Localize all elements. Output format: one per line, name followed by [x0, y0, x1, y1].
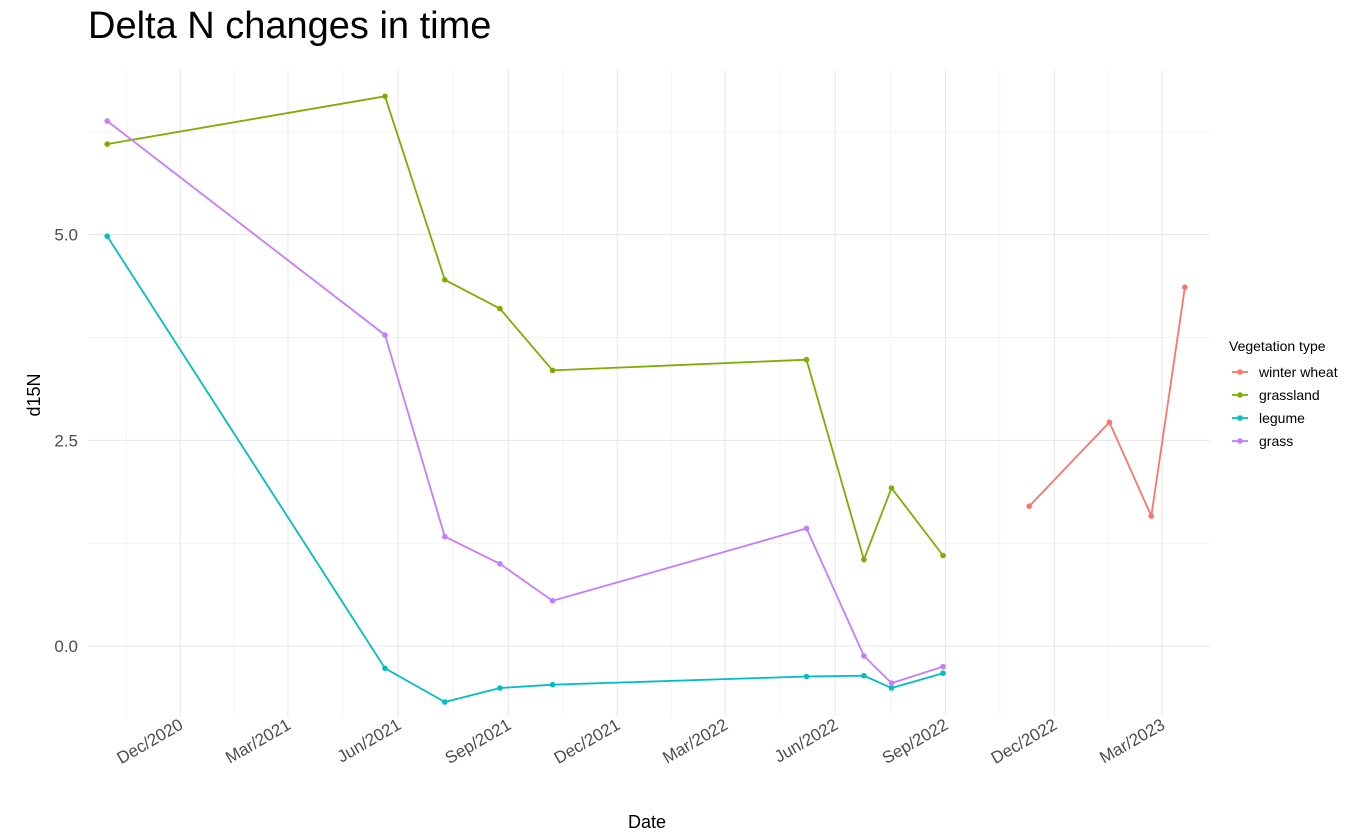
x-tick-label: Mar/2022	[659, 715, 731, 767]
x-tick-label: Mar/2021	[222, 715, 294, 767]
x-tick-label: Mar/2023	[1096, 715, 1168, 767]
x-tick-label: Sep/2022	[879, 715, 952, 768]
data-point	[497, 561, 503, 567]
legend-label: winter wheat	[1258, 364, 1338, 380]
data-point	[1182, 284, 1188, 291]
x-tick-label: Jun/2021	[334, 715, 404, 766]
data-point	[497, 685, 503, 691]
data-point	[382, 93, 388, 100]
legend-key-point	[1237, 415, 1243, 421]
legend-key-point	[1237, 392, 1243, 398]
data-point	[803, 673, 810, 680]
x-tick-label: Dec/2021	[551, 715, 624, 768]
series-grass	[104, 118, 946, 686]
data-point	[940, 663, 946, 670]
data-point	[549, 598, 556, 604]
data-point	[104, 141, 110, 147]
x-axis-title: Date	[628, 812, 666, 832]
legend-item: winter wheat	[1232, 364, 1338, 380]
data-point	[1026, 503, 1032, 510]
data-point	[549, 681, 556, 688]
data-point	[888, 485, 895, 491]
data-point	[861, 556, 867, 563]
data-point	[861, 672, 867, 679]
y-axis-ticks: 0.0 2.5 5.0	[54, 226, 78, 656]
y-tick-label: 5.0	[54, 226, 78, 245]
series-group	[104, 93, 1188, 705]
series-line	[106, 235, 944, 703]
series-line	[107, 95, 944, 561]
series-legume	[104, 233, 946, 705]
series-line	[1028, 287, 1186, 517]
data-point	[442, 277, 448, 283]
data-point	[442, 699, 448, 705]
legend-label: legume	[1259, 410, 1305, 426]
x-tick-label: Jun/2022	[771, 715, 841, 766]
data-point	[442, 533, 448, 540]
legend-item: grass	[1232, 433, 1293, 449]
series-line	[106, 120, 944, 684]
y-tick-label: 2.5	[54, 431, 78, 450]
data-point	[549, 367, 556, 374]
legend-key-point	[1237, 438, 1243, 444]
legend-label: grassland	[1259, 387, 1320, 403]
grid	[88, 70, 1210, 716]
data-point	[1148, 513, 1155, 519]
data-point	[888, 680, 895, 686]
data-point	[104, 118, 110, 124]
data-point	[888, 685, 895, 691]
legend: Vegetation type winter wheat grassland leg…	[1229, 338, 1338, 449]
data-point	[803, 356, 810, 363]
data-point	[940, 670, 946, 676]
y-axis-title: d15N	[24, 373, 44, 416]
data-point	[861, 653, 867, 659]
chart-title: Delta N changes in time	[88, 5, 491, 47]
data-point	[940, 552, 946, 559]
data-point	[104, 233, 110, 239]
data-point	[382, 665, 388, 672]
data-point	[497, 305, 503, 312]
data-point	[382, 332, 388, 338]
series-grassland	[104, 93, 946, 563]
legend-item: legume	[1232, 410, 1305, 426]
legend-label: grass	[1259, 433, 1293, 449]
legend-key-point	[1237, 369, 1243, 375]
legend-title: Vegetation type	[1229, 338, 1326, 354]
y-tick-label: 0.0	[54, 637, 78, 656]
data-point	[1106, 419, 1113, 426]
x-tick-label: Dec/2020	[114, 715, 187, 768]
x-axis-ticks: Dec/2020 Mar/2021 Jun/2021 Sep/2021 Dec/2021…	[114, 715, 1168, 768]
series-winter-wheat	[1026, 284, 1188, 519]
x-tick-label: Dec/2022	[988, 715, 1061, 768]
data-point	[803, 525, 810, 532]
legend-item: grassland	[1232, 387, 1320, 403]
x-tick-label: Sep/2021	[442, 715, 515, 768]
